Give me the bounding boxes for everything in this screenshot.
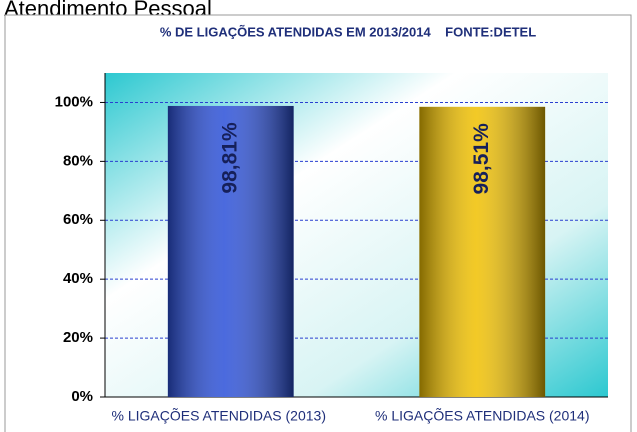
y-tick-label: 40%	[63, 270, 93, 287]
value-label: 98,51%	[470, 123, 493, 195]
y-tick-label: 20%	[63, 329, 93, 346]
chart-title: % DE LIGAÇÕES ATENDIDAS EM 2013/2014 FON…	[160, 24, 536, 39]
bar-shade	[167, 105, 294, 398]
y-tick-label: 60%	[63, 211, 93, 228]
bar-shade	[419, 106, 546, 398]
x-tick-label: % LIGAÇÕES ATENDIDAS (2013)	[112, 408, 326, 424]
x-tick-label: % LIGAÇÕES ATENDIDAS (2014)	[375, 408, 589, 424]
y-tick-label: 80%	[63, 152, 93, 169]
y-tick-label: 100%	[55, 93, 93, 110]
y-tick-label: 0%	[71, 388, 93, 405]
value-label: 98,81%	[218, 122, 241, 194]
